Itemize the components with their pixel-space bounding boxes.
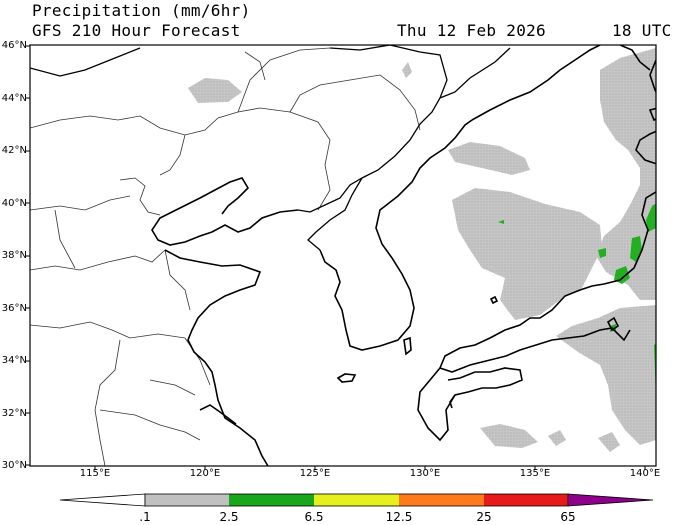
lat-label: 46°N xyxy=(1,40,27,51)
province-borders xyxy=(30,47,421,466)
lat-label: 30°N xyxy=(1,460,27,471)
map-area xyxy=(30,45,672,466)
colorbar-label: 12.5 xyxy=(385,510,413,524)
colorbar xyxy=(59,493,654,507)
colorbar-segment-1 xyxy=(145,494,229,506)
valid-hour: 18 UTC xyxy=(612,21,672,40)
map-title: Precipitation (mm/6hr) xyxy=(32,1,251,20)
lat-label: 42°N xyxy=(1,145,27,156)
lat-label: 32°N xyxy=(1,408,27,419)
lat-label: 36°N xyxy=(1,303,27,314)
lat-label: 38°N xyxy=(1,250,27,261)
precip-heavy xyxy=(662,352,672,376)
lat-ticks xyxy=(26,45,30,466)
lat-label: 40°N xyxy=(1,198,27,209)
lon-label: 140°E xyxy=(629,468,661,479)
lon-ticks xyxy=(94,466,646,470)
colorbar-label: 2.5 xyxy=(219,510,239,524)
colorbar-label: 65 xyxy=(560,510,576,524)
colorbar-label: .1 xyxy=(139,510,151,524)
forecast-label: GFS 210 Hour Forecast xyxy=(32,21,241,40)
colorbar-label: 25 xyxy=(476,510,492,524)
colorbar-segment-2 xyxy=(229,494,314,506)
lon-label: 125°E xyxy=(299,468,331,479)
lat-label: 44°N xyxy=(1,93,27,104)
coastlines xyxy=(151,45,656,466)
lon-label: 120°E xyxy=(189,468,221,479)
valid-date: Thu 12 Feb 2026 xyxy=(397,21,546,40)
colorbar-segment-4 xyxy=(399,494,484,506)
colorbar-label: 6.5 xyxy=(304,510,324,524)
colorbar-arrow-high xyxy=(568,494,653,506)
lon-label: 130°E xyxy=(409,468,441,479)
country-borders xyxy=(30,45,511,251)
colorbar-segment-3 xyxy=(314,494,399,506)
precip-light xyxy=(188,48,656,452)
lon-label: 135°E xyxy=(519,468,551,479)
colorbar-arrow-low xyxy=(59,493,146,507)
lon-label: 115°E xyxy=(79,468,111,479)
lat-label: 34°N xyxy=(1,355,27,366)
colorbar-segment-5 xyxy=(484,494,568,506)
